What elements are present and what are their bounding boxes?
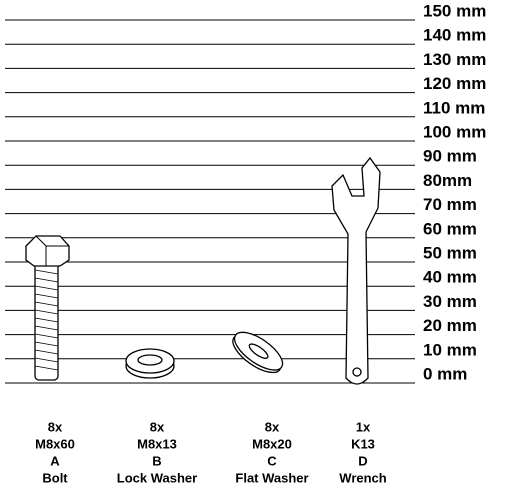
- part-qty: 8x: [150, 419, 165, 434]
- scale-label: 130 mm: [423, 50, 486, 69]
- scale-label: 140 mm: [423, 26, 486, 45]
- scale-label: 40 mm: [423, 268, 477, 287]
- flat-washer-illustration: [232, 331, 284, 374]
- scale-label: 20 mm: [423, 316, 477, 335]
- scale-label: 10 mm: [423, 340, 477, 359]
- lock-washer-illustration: [125, 348, 175, 379]
- part-qty: 8x: [265, 419, 280, 434]
- scale-label: 50 mm: [423, 243, 477, 262]
- part-letter: D: [358, 453, 367, 468]
- scale-label: 110 mm: [423, 98, 485, 117]
- scale-label: 150 mm: [423, 1, 486, 20]
- part-name: Flat Washer: [235, 470, 308, 485]
- wrench-illustration: [331, 156, 381, 385]
- part-name: Lock Washer: [117, 470, 197, 485]
- scale-label: 90 mm: [423, 147, 477, 166]
- part-name: Wrench: [339, 470, 386, 485]
- scale-label: 120 mm: [423, 74, 486, 93]
- part-qty: 1x: [356, 419, 371, 434]
- part-size: M8x60: [35, 436, 75, 451]
- part-qty: 8x: [48, 419, 63, 434]
- part-name: Bolt: [42, 470, 68, 485]
- bolt-illustration: [25, 235, 70, 381]
- scale-label: 70 mm: [423, 195, 477, 214]
- part-size: M8x13: [137, 436, 177, 451]
- scale-label: 80mm: [423, 171, 472, 190]
- scale-label: 100 mm: [423, 122, 486, 141]
- part-letter: A: [50, 453, 60, 468]
- part-size: K13: [351, 436, 375, 451]
- scale-label: 0 mm: [423, 364, 467, 383]
- scale-label: 60 mm: [423, 219, 477, 238]
- part-letter: C: [267, 453, 277, 468]
- part-size: M8x20: [252, 436, 292, 451]
- part-letter: B: [152, 453, 161, 468]
- scale-label: 30 mm: [423, 292, 477, 311]
